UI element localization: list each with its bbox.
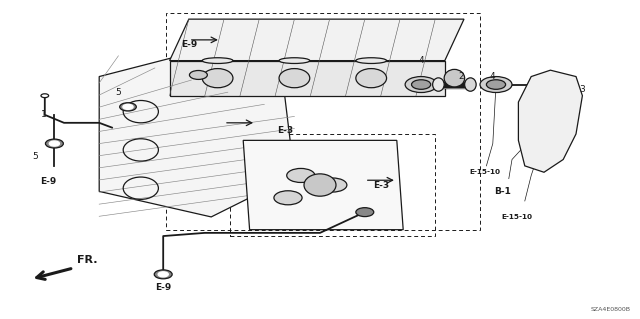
Circle shape bbox=[287, 168, 315, 182]
Ellipse shape bbox=[433, 78, 444, 91]
Bar bbox=[230, 134, 435, 236]
Circle shape bbox=[405, 77, 437, 93]
Text: 2: 2 bbox=[458, 72, 463, 81]
Circle shape bbox=[356, 208, 374, 217]
Circle shape bbox=[154, 270, 172, 279]
Circle shape bbox=[412, 80, 431, 89]
Polygon shape bbox=[170, 19, 464, 61]
Text: 4: 4 bbox=[490, 72, 495, 81]
Circle shape bbox=[123, 104, 133, 109]
Text: SZA4E0800B: SZA4E0800B bbox=[590, 307, 630, 312]
Text: E-3: E-3 bbox=[372, 181, 389, 189]
Polygon shape bbox=[170, 61, 445, 96]
Circle shape bbox=[480, 77, 512, 93]
Text: B-1: B-1 bbox=[494, 187, 511, 196]
Ellipse shape bbox=[465, 78, 476, 91]
Text: 5: 5 bbox=[116, 88, 121, 97]
Circle shape bbox=[158, 272, 168, 277]
Text: E-9: E-9 bbox=[180, 40, 197, 49]
Ellipse shape bbox=[444, 69, 465, 87]
Ellipse shape bbox=[279, 69, 310, 88]
Circle shape bbox=[45, 139, 63, 148]
Text: FR.: FR. bbox=[77, 255, 97, 265]
Circle shape bbox=[486, 80, 506, 89]
Ellipse shape bbox=[356, 58, 387, 63]
Circle shape bbox=[319, 178, 347, 192]
Bar bbox=[166, 13, 480, 230]
Ellipse shape bbox=[356, 69, 387, 88]
Ellipse shape bbox=[202, 69, 233, 88]
Ellipse shape bbox=[304, 174, 336, 196]
Text: E-9: E-9 bbox=[40, 177, 56, 186]
Ellipse shape bbox=[279, 58, 310, 63]
Polygon shape bbox=[99, 51, 294, 217]
Circle shape bbox=[49, 141, 60, 146]
Ellipse shape bbox=[202, 58, 233, 63]
Circle shape bbox=[274, 191, 302, 205]
Polygon shape bbox=[518, 70, 582, 172]
Text: 3: 3 bbox=[580, 85, 585, 94]
Text: 5: 5 bbox=[33, 152, 38, 161]
Circle shape bbox=[41, 94, 49, 98]
Text: 4: 4 bbox=[419, 56, 424, 65]
Circle shape bbox=[120, 103, 136, 111]
Ellipse shape bbox=[189, 70, 207, 79]
Text: E-15-10: E-15-10 bbox=[470, 169, 500, 175]
Text: E-3: E-3 bbox=[276, 126, 293, 135]
Polygon shape bbox=[243, 140, 403, 230]
Text: E-15-10: E-15-10 bbox=[502, 214, 532, 220]
Text: E-9: E-9 bbox=[155, 283, 172, 292]
Text: 1: 1 bbox=[41, 110, 46, 119]
